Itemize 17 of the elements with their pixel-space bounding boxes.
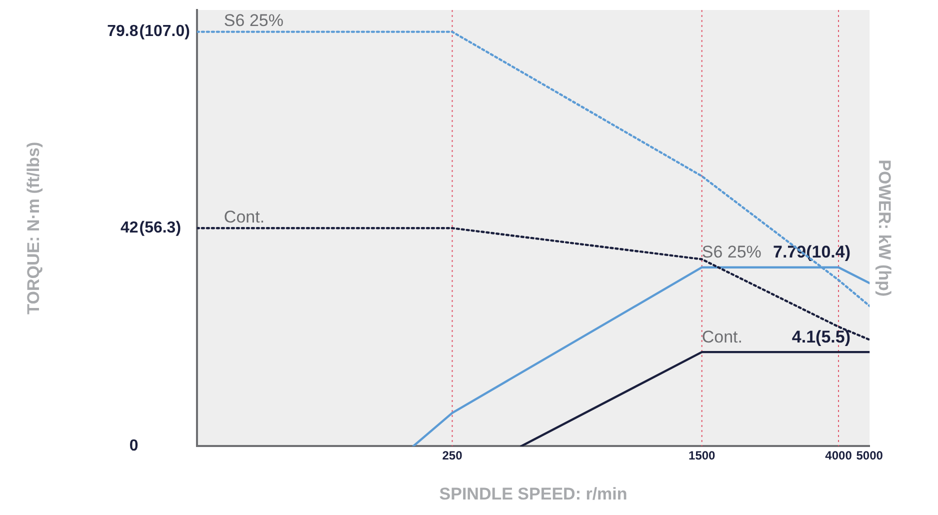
series-label: S6 25%	[702, 242, 762, 262]
y2-axis-title: POWER: kW (hp)	[875, 160, 894, 297]
x-tick-label: 250	[442, 448, 463, 463]
series-label: Cont.	[702, 327, 743, 346]
data-label: 4.1(5.5)	[792, 327, 851, 346]
y-axis-title: TORQUE: N·m (ft/lbs)	[24, 142, 43, 314]
y-tick-label: 42	[120, 220, 138, 237]
y-tick-label: 0	[129, 438, 138, 455]
series-label: Cont.	[224, 207, 265, 226]
x-tick-label: 5000	[856, 448, 884, 463]
series-label: S6 25%	[224, 10, 284, 30]
x-axis-title: SPINDLE SPEED: r/min	[439, 484, 628, 504]
x-tick-label: 4000	[825, 448, 852, 463]
annotation: (107.0)	[139, 23, 190, 40]
y-tick-label: 79.8	[107, 23, 138, 40]
annotation: (56.3)	[139, 220, 182, 237]
x-tick-label: 1500	[688, 448, 716, 463]
